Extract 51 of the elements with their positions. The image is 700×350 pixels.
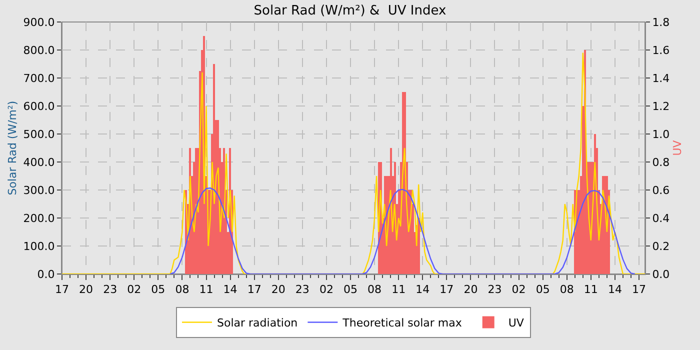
y-tick-label: 100.0 [23, 240, 55, 253]
x-tick-label: 05 [536, 283, 550, 296]
y2-tick-label: 1.6 [652, 44, 670, 57]
x-tick-label: 11 [584, 283, 598, 296]
x-tick-label: 20 [79, 283, 94, 296]
x-tick-label: 14 [608, 283, 622, 296]
y-tick-label: 900.0 [23, 16, 55, 29]
legend-label: Solar radiation [217, 316, 298, 330]
y2-tick-label: 0.0 [652, 268, 670, 281]
y2-tick-label: 0.6 [652, 184, 670, 197]
x-tick-label: 23 [103, 283, 118, 296]
y-tick-label: 400.0 [23, 156, 55, 169]
legend-label: UV [508, 316, 524, 330]
x-tick-label: 17 [247, 283, 262, 296]
x-tick-label: 20 [271, 283, 286, 296]
x-tick-label: 20 [464, 283, 478, 296]
x-tick-label: 17 [55, 283, 69, 296]
chart-title: Solar Rad (W/m²) & UV Index [254, 3, 447, 18]
x-tick-label: 11 [392, 283, 406, 296]
y2-tick-label: 1.2 [652, 100, 670, 113]
x-tick-label: 17 [632, 283, 646, 296]
y2-tick-label: 1.8 [652, 16, 670, 29]
x-tick-label: 17 [440, 283, 454, 296]
x-tick-label: 05 [151, 283, 166, 296]
x-tick-label: 23 [295, 283, 310, 296]
x-tick-label: 02 [512, 283, 526, 296]
y-tick-label: 800.0 [23, 44, 55, 57]
y2-tick-label: 0.2 [652, 240, 670, 253]
x-tick-label: 14 [223, 283, 238, 296]
x-tick-label: 08 [175, 283, 190, 296]
y-tick-label: 300.0 [23, 184, 55, 197]
y2-axis-title: UV [670, 140, 684, 156]
x-tick-label: 11 [199, 283, 214, 296]
y2-tick-label: 0.8 [652, 156, 670, 169]
x-tick-label: 14 [416, 283, 430, 296]
y2-tick-label: 0.4 [652, 212, 670, 225]
y-axis-title: Solar Rad (W/m²) [6, 100, 19, 196]
y2-tick-label: 1.0 [652, 128, 670, 141]
x-tick-label: 08 [560, 283, 574, 296]
y-tick-label: 600.0 [23, 100, 55, 113]
x-tick-label: 02 [127, 283, 142, 296]
y2-tick-label: 1.4 [652, 72, 670, 85]
x-tick-label: 02 [319, 283, 334, 296]
x-tick-label: 08 [368, 283, 382, 296]
y-tick-label: 200.0 [23, 212, 55, 225]
x-tick-label: 23 [488, 283, 502, 296]
y-tick-label: 500.0 [23, 128, 55, 141]
x-tick-label: 05 [343, 283, 358, 296]
y-tick-label: 700.0 [23, 72, 55, 85]
y-tick-label: 0.0 [37, 268, 55, 281]
legend-label: Theoretical solar max [342, 316, 462, 330]
